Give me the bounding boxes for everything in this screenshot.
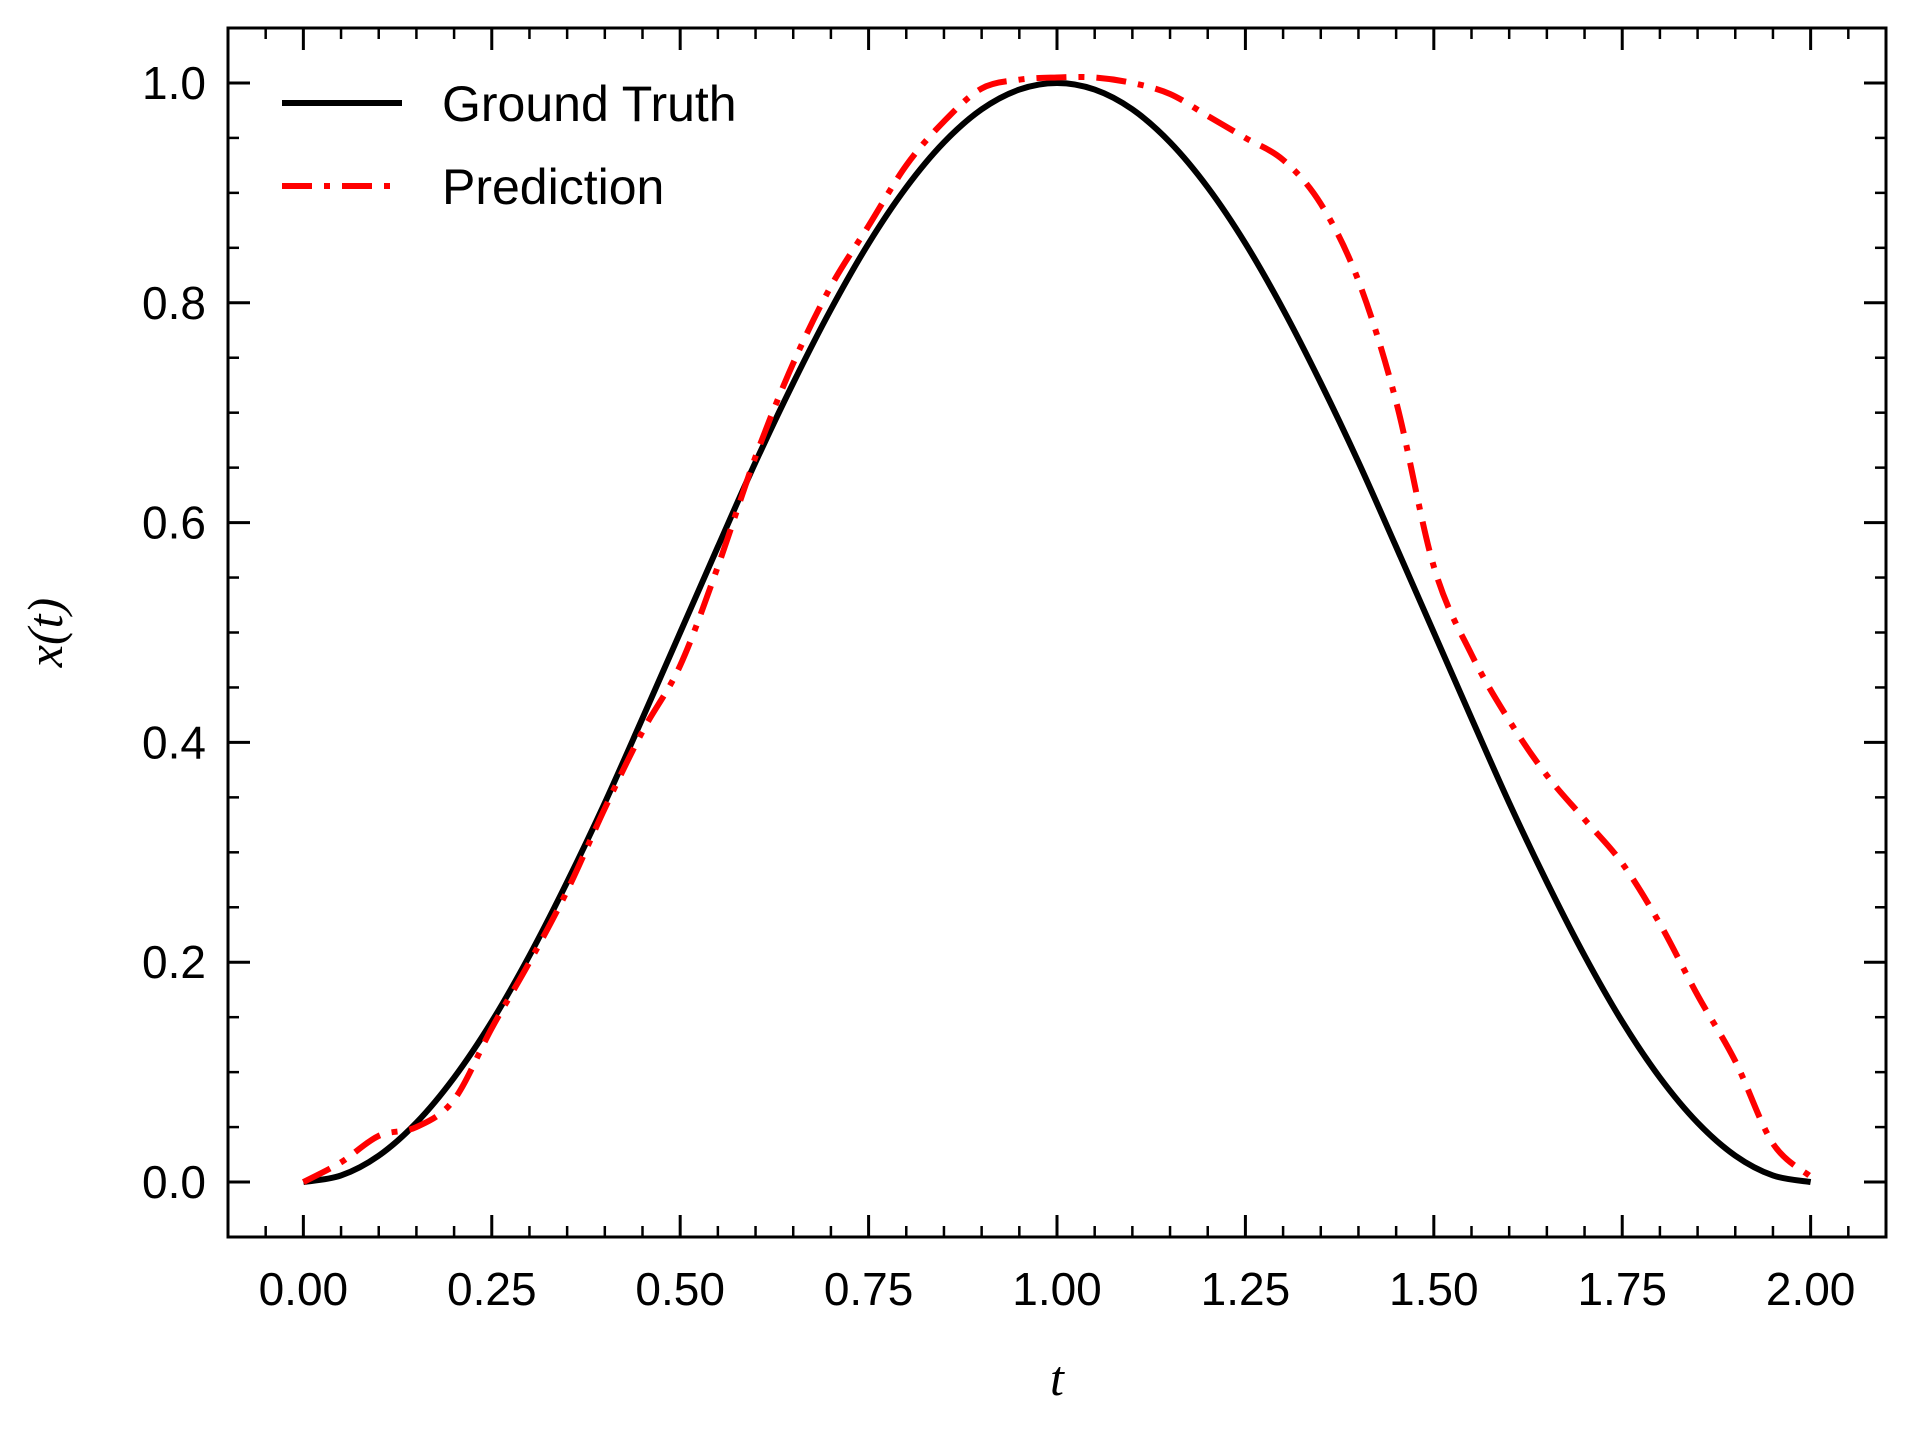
x-tick-label: 1.00 [1012, 1263, 1102, 1315]
y-tick-label: 0.4 [142, 716, 206, 768]
y-tick-label: 1.0 [142, 57, 206, 109]
y-tick-label: 0.8 [142, 277, 206, 329]
legend-label: Prediction [442, 159, 664, 215]
x-tick-label: 2.00 [1766, 1263, 1856, 1315]
x-tick-label: 1.50 [1389, 1263, 1479, 1315]
y-tick-label: 0.6 [142, 497, 206, 549]
x-tick-label: 1.25 [1201, 1263, 1291, 1315]
x-axis-label: t [1050, 1350, 1065, 1406]
axis-tick-labels: 0.00 0.25 0.50 0.75 1.00 1.25 1.50 1.75 2.00 0.0 0… [142, 57, 1855, 1315]
plot-frame [226, 26, 1888, 1239]
y-tick-label: 0.0 [142, 1156, 206, 1208]
series-line-prediction [301, 73, 1813, 1185]
x-tick-label: 0.25 [447, 1263, 537, 1315]
x-tick-label: 0.50 [635, 1263, 725, 1315]
series-lines [301, 73, 1813, 1186]
series-line-ground-truth [302, 79, 1812, 1186]
legend-label: Ground Truth [442, 76, 737, 132]
axis-ticks [228, 26, 1886, 1239]
y-tick-label: 0.2 [142, 936, 206, 988]
x-tick-label: 1.75 [1577, 1263, 1667, 1315]
y-axis-label: x(t) [17, 598, 73, 668]
x-tick-label: 0.75 [824, 1263, 914, 1315]
legend: Ground Truth Prediction [282, 76, 737, 215]
x-tick-label: 0.00 [259, 1263, 349, 1315]
